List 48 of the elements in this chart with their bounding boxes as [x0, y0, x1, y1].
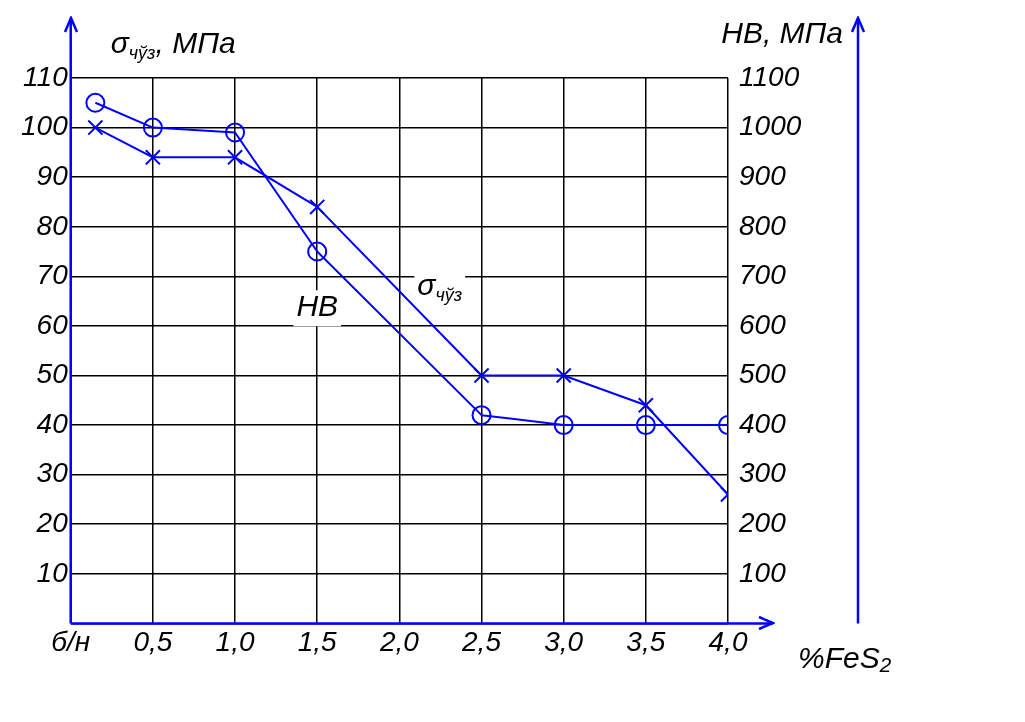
y-tick-label: 70 [36, 259, 69, 291]
point [226, 149, 244, 166]
point [144, 149, 161, 166]
y2-tick-label: 400 [739, 407, 787, 439]
point [553, 415, 574, 436]
y2-tick-label: 900 [739, 159, 787, 191]
point [225, 122, 246, 143]
point [471, 405, 492, 426]
x-tick-label: 2,5 [461, 626, 502, 657]
point [637, 397, 654, 414]
point [142, 117, 163, 138]
y-tick-label: 90 [36, 159, 69, 191]
y-tick-label: 30 [36, 457, 69, 489]
y2-tick-label: 1100 [739, 60, 800, 92]
y2-axis-title: HB, МПа [721, 16, 844, 49]
point [555, 367, 572, 384]
point [635, 415, 656, 436]
y-tick-label: 80 [36, 209, 69, 241]
y2-tick-label: 700 [739, 259, 787, 291]
y-tick-label: 10 [36, 556, 69, 588]
y-tick-label: 20 [35, 507, 69, 539]
x-axis-title: %FeS₂ [798, 641, 892, 675]
y2-tick-label: 300 [739, 457, 787, 489]
point [87, 119, 104, 136]
x-tick-label: 3,0 [544, 626, 584, 657]
y2-tick-label: 600 [739, 308, 787, 340]
x-tick-label: 1,5 [297, 626, 338, 657]
y-tick-label: 60 [36, 308, 69, 340]
x-tick-label: 1,0 [215, 626, 255, 657]
y2-tick-label: 100 [739, 556, 787, 588]
y2-tick-label: 500 [739, 358, 787, 390]
y-tick-label: 110 [23, 60, 69, 92]
point [473, 367, 490, 384]
y2-tick-label: 800 [739, 209, 787, 241]
series-label: HB [296, 289, 339, 323]
x-tick-label: б/н [51, 626, 91, 657]
y2-tick-label: 1000 [739, 110, 802, 142]
y-tick-label: 50 [36, 358, 69, 390]
point [85, 92, 106, 113]
point [307, 241, 328, 262]
x-tick-label: 4,0 [708, 626, 748, 657]
y-tick-label: 40 [36, 407, 69, 439]
y2-tick-label: 200 [738, 507, 787, 539]
x-tick-label: 2,0 [378, 626, 420, 657]
point [309, 198, 326, 215]
y-tick-label: 100 [21, 110, 69, 142]
x-tick-label: 0,5 [133, 626, 173, 657]
x-tick-label: 3,5 [626, 626, 666, 657]
